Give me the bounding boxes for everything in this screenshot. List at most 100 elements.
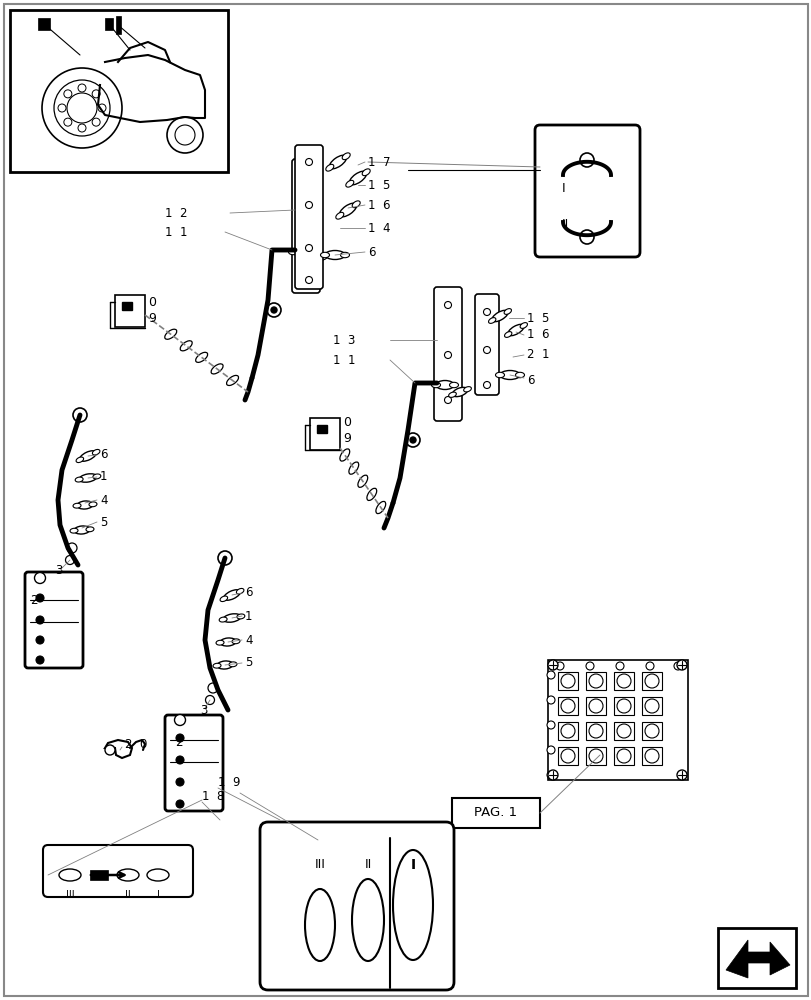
Ellipse shape <box>237 614 245 619</box>
Circle shape <box>588 699 603 713</box>
Bar <box>613 672 633 690</box>
FancyBboxPatch shape <box>433 287 461 421</box>
Polygon shape <box>725 940 789 978</box>
Circle shape <box>483 381 490 388</box>
Circle shape <box>586 662 594 670</box>
Ellipse shape <box>324 250 345 259</box>
Ellipse shape <box>375 501 385 514</box>
Circle shape <box>579 230 594 244</box>
Text: 1  1: 1 1 <box>333 354 355 366</box>
Bar <box>10 10 228 172</box>
FancyBboxPatch shape <box>534 125 639 257</box>
Bar <box>613 697 633 715</box>
Ellipse shape <box>495 372 504 378</box>
Ellipse shape <box>452 387 467 397</box>
Circle shape <box>547 660 557 670</box>
Ellipse shape <box>362 169 370 176</box>
Circle shape <box>547 671 554 679</box>
Bar <box>717 928 795 988</box>
Text: 1: 1 <box>100 471 107 484</box>
Text: III: III <box>66 890 75 900</box>
Ellipse shape <box>220 596 227 602</box>
Circle shape <box>176 778 184 786</box>
Bar <box>642 722 661 740</box>
Ellipse shape <box>212 663 221 668</box>
Circle shape <box>78 84 86 92</box>
Text: 9: 9 <box>342 432 350 444</box>
Ellipse shape <box>223 614 241 622</box>
Ellipse shape <box>180 341 192 351</box>
Circle shape <box>644 724 659 738</box>
Circle shape <box>176 734 184 742</box>
Circle shape <box>305 159 312 166</box>
Bar <box>557 747 577 765</box>
Text: 1  5: 1 5 <box>367 179 390 192</box>
Bar <box>38 18 50 30</box>
Circle shape <box>406 433 419 447</box>
FancyBboxPatch shape <box>25 572 83 668</box>
Circle shape <box>646 662 653 670</box>
Ellipse shape <box>165 329 177 339</box>
Ellipse shape <box>320 255 327 260</box>
Ellipse shape <box>508 324 523 336</box>
Circle shape <box>271 307 277 313</box>
Circle shape <box>67 543 77 553</box>
Text: 1  7: 1 7 <box>367 156 390 169</box>
Bar <box>452 798 539 828</box>
Circle shape <box>444 352 451 359</box>
Circle shape <box>483 347 490 354</box>
Circle shape <box>444 396 451 403</box>
Text: 0: 0 <box>342 416 350 428</box>
Circle shape <box>303 175 309 182</box>
Circle shape <box>305 244 312 251</box>
Bar <box>116 16 121 34</box>
Circle shape <box>208 683 217 693</box>
Ellipse shape <box>308 255 324 265</box>
Circle shape <box>560 699 574 713</box>
Text: 2: 2 <box>175 735 182 748</box>
Ellipse shape <box>393 850 432 960</box>
Ellipse shape <box>147 869 169 881</box>
Circle shape <box>217 551 232 565</box>
Ellipse shape <box>448 392 456 397</box>
Circle shape <box>616 749 630 763</box>
Ellipse shape <box>74 526 90 534</box>
Bar <box>90 870 108 880</box>
Ellipse shape <box>79 451 97 461</box>
Text: 1  1: 1 1 <box>165 226 187 239</box>
Ellipse shape <box>220 638 236 646</box>
Ellipse shape <box>211 364 223 374</box>
Text: 5: 5 <box>245 656 252 670</box>
Ellipse shape <box>76 457 84 463</box>
Ellipse shape <box>77 501 93 509</box>
Ellipse shape <box>59 869 81 881</box>
Ellipse shape <box>358 475 367 487</box>
Bar <box>105 18 113 30</box>
Circle shape <box>305 276 312 284</box>
Circle shape <box>644 749 659 763</box>
Circle shape <box>579 153 594 167</box>
Ellipse shape <box>92 474 101 479</box>
Text: 1  9: 1 9 <box>217 776 240 790</box>
Circle shape <box>167 117 203 153</box>
Bar <box>557 697 577 715</box>
FancyBboxPatch shape <box>260 822 453 990</box>
Ellipse shape <box>340 449 350 461</box>
Circle shape <box>616 662 623 670</box>
Circle shape <box>588 749 603 763</box>
Text: 1: 1 <box>245 609 252 622</box>
Ellipse shape <box>195 352 208 362</box>
Ellipse shape <box>341 153 350 160</box>
Ellipse shape <box>223 590 240 600</box>
Bar <box>586 672 605 690</box>
FancyBboxPatch shape <box>43 845 193 897</box>
Text: 1  6: 1 6 <box>367 199 390 212</box>
Bar <box>613 722 633 740</box>
Ellipse shape <box>340 252 349 258</box>
Circle shape <box>34 572 45 584</box>
Ellipse shape <box>336 212 343 219</box>
Circle shape <box>483 308 490 316</box>
Circle shape <box>36 594 44 602</box>
Polygon shape <box>105 740 132 758</box>
Ellipse shape <box>367 488 376 500</box>
